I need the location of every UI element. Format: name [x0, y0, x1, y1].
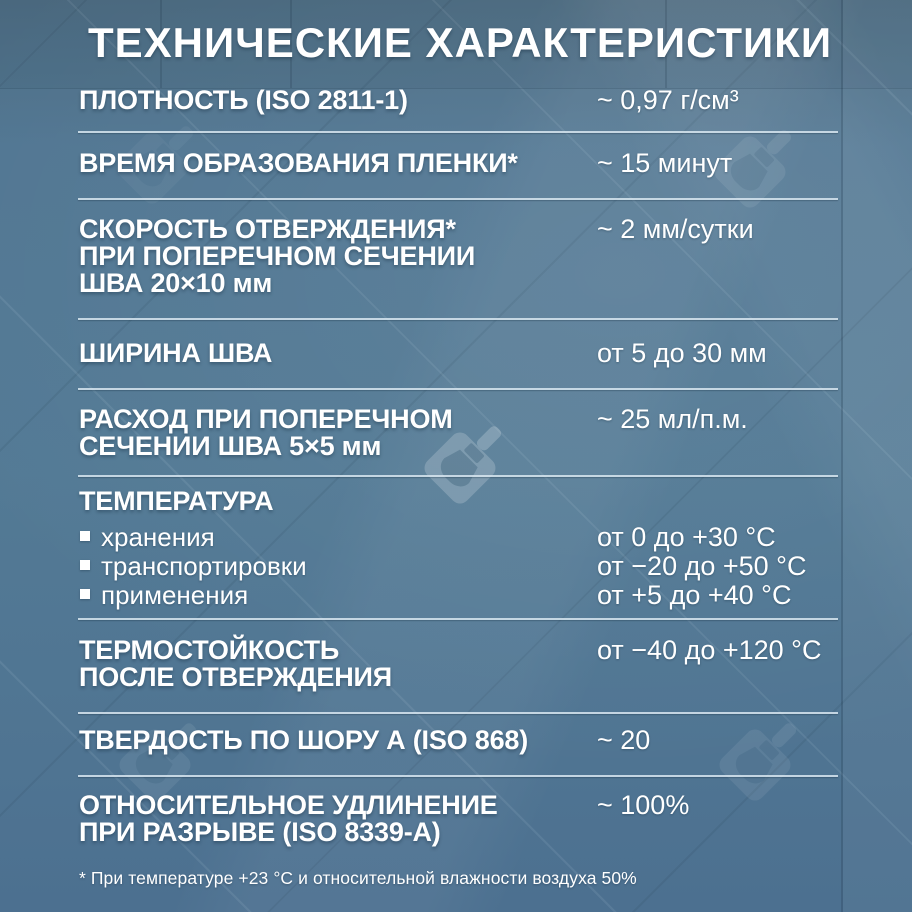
divider: [78, 198, 838, 200]
temp-item-transport: транспортировки от −20 до +50 °C: [79, 553, 849, 582]
footnote: * При температуре +23 °C и относительной…: [79, 868, 637, 888]
spec-value: от 5 до 30 мм: [597, 338, 767, 368]
spec-name-line: ПОСЛЕ ОТВЕРЖДЕНИЯ: [79, 662, 392, 692]
spec-value: от −40 до +120 °C: [597, 635, 822, 665]
divider: [78, 712, 838, 714]
spec-value: ~ 0,97 г/см³: [597, 85, 739, 115]
divider: [78, 618, 838, 620]
spec-name: ВРЕМЯ ОБРАЗОВАНИЯ ПЛЕНКИ*: [79, 148, 518, 178]
spec-row-heat-resistance: ТЕРМОСТОЙКОСТЬ ПОСЛЕ ОТВЕРЖДЕНИЯ от −40 …: [79, 637, 849, 691]
bullet-square-icon: [80, 531, 90, 541]
divider: [78, 318, 838, 320]
spec-row-curing-speed: СКОРОСТЬ ОТВЕРЖДЕНИЯ* ПРИ ПОПЕРЕЧНОМ СЕЧ…: [79, 216, 849, 297]
tile-seam-vertical: [841, 0, 843, 912]
spec-name-line: РАСХОД ПРИ ПОПЕРЕЧНОМ: [79, 404, 453, 434]
spec-value: ~ 20: [597, 725, 651, 755]
spec-name: ТВЕРДОСТЬ ПО ШОРУ А (ISO 868): [79, 725, 529, 755]
spec-value: от −20 до +50 °C: [597, 551, 807, 581]
spec-row-shore-hardness: ТВЕРДОСТЬ ПО ШОРУ А (ISO 868) ~ 20: [79, 727, 849, 754]
divider: [78, 131, 838, 133]
spec-row-consumption: РАСХОД ПРИ ПОПЕРЕЧНОМ СЕЧЕНИИ ШВА 5×5 мм…: [79, 406, 849, 460]
divider: [78, 388, 838, 390]
divider: [78, 475, 838, 477]
tile-seam: [665, 0, 667, 88]
spec-value: от +5 до +40 °C: [597, 580, 792, 610]
spec-name-line: ТЕРМОСТОЙКОСТЬ: [79, 635, 340, 665]
temp-item-label: транспортировки: [101, 551, 307, 581]
bullet-square-icon: [80, 589, 90, 599]
temp-item-application: применения от +5 до +40 °C: [79, 582, 849, 611]
spec-name-line: ОТНОСИТЕЛЬНОЕ УДЛИНЕНИЕ: [79, 790, 498, 820]
spec-name: ОТНОСИТЕЛЬНОЕ УДЛИНЕНИЕ ПРИ РАЗРЫВЕ (ISO…: [79, 792, 849, 846]
spec-row-elongation: ОТНОСИТЕЛЬНОЕ УДЛИНЕНИЕ ПРИ РАЗРЫВЕ (ISO…: [79, 792, 849, 846]
spec-value: ~ 2 мм/сутки: [597, 214, 754, 244]
spec-name-line: ПРИ РАЗРЫВЕ (ISO 8339-A): [79, 817, 441, 847]
spec-row-seam-width: ШИРИНА ШВА от 5 до 30 мм: [79, 340, 849, 367]
tile-seam: [290, 0, 292, 88]
spec-name-line: СЕЧЕНИИ ШВА 5×5 мм: [79, 431, 382, 461]
spec-row-film-time: ВРЕМЯ ОБРАЗОВАНИЯ ПЛЕНКИ* ~ 15 минут: [79, 150, 849, 177]
page-title: ТЕХНИЧЕСКИЕ ХАРАКТЕРИСТИКИ: [88, 19, 833, 66]
spec-name-line: ПРИ ПОПЕРЕЧНОМ СЕЧЕНИИ: [79, 241, 476, 271]
temp-item-label: применения: [101, 580, 249, 610]
tile-seam: [160, 0, 162, 88]
temp-item-label: хранения: [101, 522, 215, 552]
spec-name-line: ШВА 20×10 мм: [79, 268, 273, 298]
spec-name: СКОРОСТЬ ОТВЕРЖДЕНИЯ* ПРИ ПОПЕРЕЧНОМ СЕЧ…: [79, 216, 849, 297]
spec-value: ~ 25 мл/п.м.: [597, 404, 748, 434]
spec-name: РАСХОД ПРИ ПОПЕРЕЧНОМ СЕЧЕНИИ ШВА 5×5 мм: [79, 406, 849, 460]
spec-value: от 0 до +30 °C: [597, 522, 776, 552]
spec-name: ТЕРМОСТОЙКОСТЬ ПОСЛЕ ОТВЕРЖДЕНИЯ: [79, 637, 849, 691]
tile-right-strip: [843, 0, 912, 912]
spec-name-line: СКОРОСТЬ ОТВЕРЖДЕНИЯ*: [79, 214, 456, 244]
spec-name: ТЕМПЕРАТУРА: [79, 486, 274, 516]
spec-name: ПЛОТНОСТЬ (ISO 2811-1): [79, 85, 408, 115]
spec-row-density: ПЛОТНОСТЬ (ISO 2811-1) ~ 0,97 г/см³: [79, 87, 849, 114]
spec-value: ~ 15 минут: [597, 148, 733, 178]
bullet-square-icon: [80, 560, 90, 570]
divider: [78, 775, 838, 777]
tile-band-top: [0, 0, 912, 89]
spec-name: ШИРИНА ШВА: [79, 338, 273, 368]
spec-value: ~ 100%: [597, 790, 690, 820]
spec-row-temperature: ТЕМПЕРАТУРА: [79, 488, 849, 515]
temp-item-storage: хранения от 0 до +30 °C: [79, 524, 849, 553]
